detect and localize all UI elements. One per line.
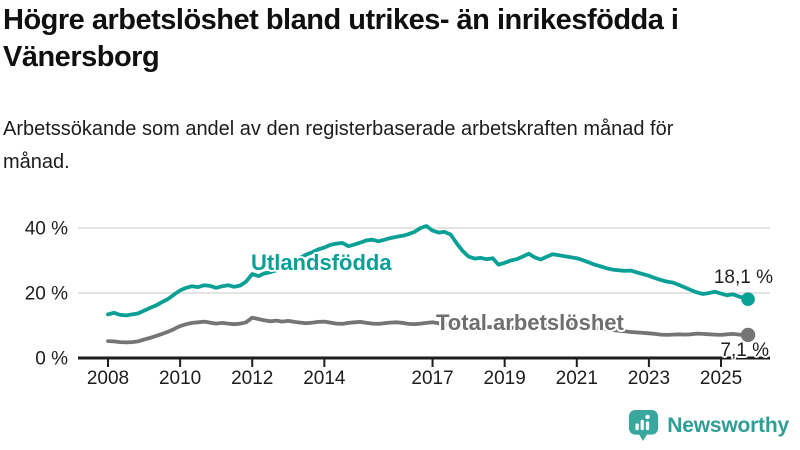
x-axis-tick-label-2012: 2012 xyxy=(231,368,273,389)
line-series-total-arbetsloshet xyxy=(106,315,750,345)
end-value-label-utlandsfodda: 18,1 % xyxy=(713,267,773,288)
page-title: Högre arbetslöshet bland utrikes- än inr… xyxy=(3,4,679,73)
end-dot-total-arbetsloshet xyxy=(740,327,756,343)
y-axis-tick-label-40: 40 % xyxy=(25,219,68,240)
bar-chart-bubble-icon xyxy=(629,410,659,442)
series-label-utlandsfodda: Utlandsfödda xyxy=(251,250,392,275)
x-axis-tick-label-2023: 2023 xyxy=(628,368,670,389)
end-dot-utlandsfodda xyxy=(741,292,755,306)
x-axis-tick-label-2017: 2017 xyxy=(411,368,453,389)
y-axis-tick-label-0: 0 % xyxy=(35,349,68,370)
y-axis-tick-label-20: 20 % xyxy=(25,284,68,305)
x-axis-tick-label-2019: 2019 xyxy=(484,368,526,389)
newsworthy-logo[interactable]: Newsworthy xyxy=(628,409,789,443)
brand-name: Newsworthy xyxy=(667,414,789,437)
x-axis-tick-label-2021: 2021 xyxy=(556,368,598,389)
chart-subtitle: Arbetssökande som andel av den registerb… xyxy=(3,118,674,173)
x-axis-tick-label-2014: 2014 xyxy=(303,368,346,389)
line-series-utlandsfodda xyxy=(106,224,750,318)
x-axis-tick-label-2010: 2010 xyxy=(159,368,201,389)
x-axis-tick-label-2008: 2008 xyxy=(87,368,129,389)
x-axis-tick-label-2025: 2025 xyxy=(700,368,742,389)
series-label-total-arbetsloshet: Total arbetslöshet xyxy=(436,310,624,335)
end-value-label-total: 7,1 % xyxy=(720,340,769,361)
